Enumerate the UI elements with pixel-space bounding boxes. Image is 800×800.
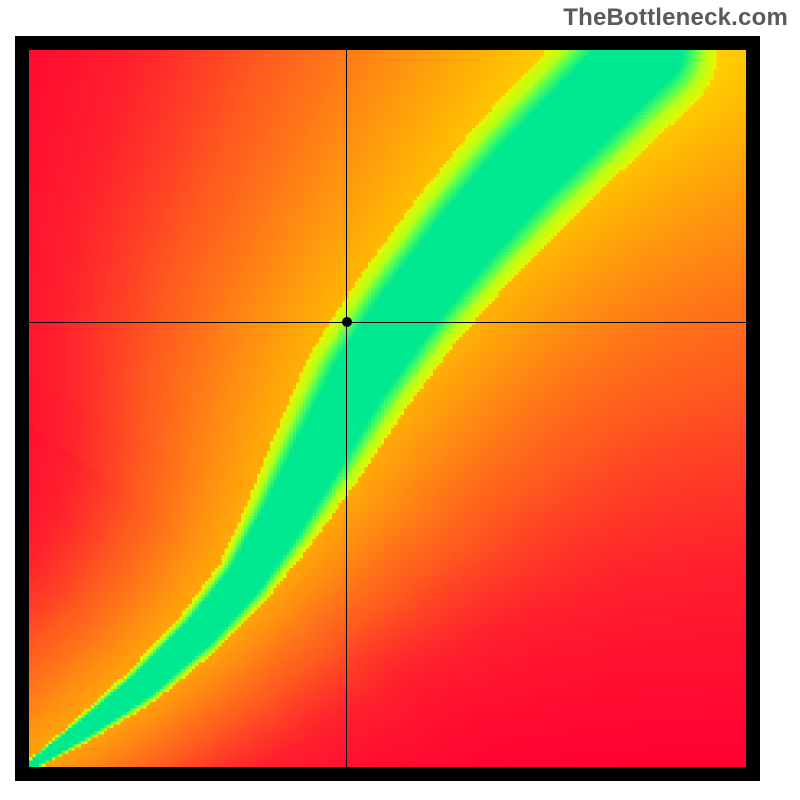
marker-dot — [342, 317, 352, 327]
chart-container: TheBottleneck.com — [0, 0, 800, 800]
crosshair-vertical — [346, 50, 347, 767]
crosshair-horizontal — [29, 322, 746, 323]
heatmap-plot — [15, 36, 760, 781]
watermark-text: TheBottleneck.com — [563, 4, 788, 32]
heatmap-canvas — [29, 50, 746, 767]
